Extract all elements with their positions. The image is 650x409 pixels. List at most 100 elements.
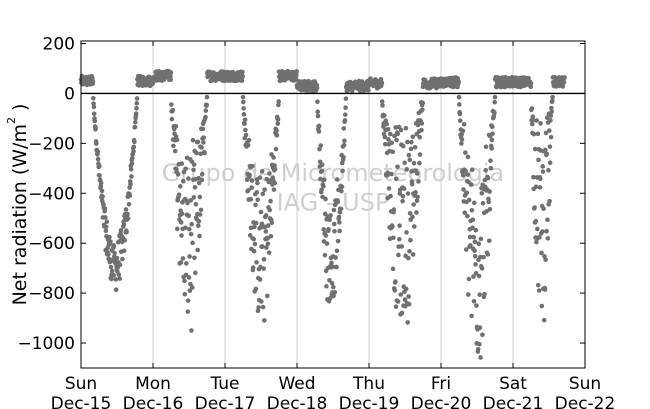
data-point (194, 150, 199, 156)
data-point (179, 233, 184, 238)
data-point (543, 130, 549, 136)
data-point (539, 303, 545, 309)
data-point (478, 355, 483, 360)
data-point (463, 247, 469, 252)
data-point (103, 228, 109, 234)
data-point (104, 219, 110, 224)
data-point (330, 264, 336, 270)
data-point (243, 127, 248, 133)
data-point (333, 255, 339, 260)
data-point (199, 177, 205, 183)
x-tick-date: Dec-16 (123, 394, 184, 409)
data-point (406, 301, 412, 307)
data-point (492, 99, 498, 105)
data-point (103, 224, 109, 230)
data-point (94, 141, 99, 146)
data-point (457, 102, 462, 107)
data-point (488, 158, 493, 164)
data-point (259, 299, 264, 304)
x-tick-date: Dec-18 (267, 394, 328, 409)
data-point (98, 180, 104, 186)
data-point (416, 179, 421, 184)
data-point (261, 266, 267, 271)
x-tick-day: Fri (431, 374, 451, 394)
data-point (204, 102, 209, 108)
data-point (379, 99, 385, 104)
data-point (274, 128, 279, 134)
data-point (399, 310, 405, 316)
y-tick-label: −1000 (17, 334, 75, 354)
data-point (460, 173, 466, 178)
data-point (268, 233, 274, 239)
data-point (170, 107, 176, 113)
data-point (342, 138, 347, 144)
data-point (471, 274, 476, 279)
data-point (202, 150, 207, 156)
data-point (185, 200, 190, 206)
data-point (122, 238, 128, 243)
data-point (388, 193, 393, 199)
x-tick-day: Mon (135, 374, 171, 394)
y-tick-label: −200 (28, 134, 75, 154)
data-point (457, 111, 463, 117)
data-point (400, 193, 406, 199)
data-point (261, 257, 267, 262)
data-point (116, 272, 122, 277)
data-point (190, 285, 195, 290)
data-point (265, 223, 271, 228)
data-point (341, 154, 346, 160)
x-tick-date: Dec-15 (51, 394, 112, 409)
data-point (410, 214, 415, 220)
data-point (189, 221, 194, 227)
data-point (483, 167, 489, 173)
data-point (125, 216, 131, 221)
data-point (390, 224, 395, 230)
data-point (477, 341, 482, 347)
data-point (534, 118, 539, 123)
data-point (537, 185, 543, 190)
data-point (461, 187, 466, 192)
data-point (97, 173, 102, 178)
data-point (534, 239, 539, 245)
data-point (93, 125, 98, 131)
data-point (546, 167, 551, 173)
data-point (342, 118, 348, 123)
data-point (392, 288, 398, 293)
data-point (394, 137, 399, 143)
data-point (267, 207, 273, 213)
data-point (340, 168, 345, 174)
data-point (316, 129, 322, 134)
data-point (528, 84, 533, 90)
data-point (123, 207, 129, 212)
data-point (243, 132, 249, 138)
data-point (535, 131, 541, 137)
data-point (476, 241, 482, 246)
data-point (129, 174, 134, 179)
data-point (484, 209, 489, 214)
data-point (178, 220, 184, 225)
data-point (324, 241, 330, 246)
data-point (456, 94, 462, 100)
data-point (109, 268, 115, 274)
data-point (273, 146, 279, 152)
data-point (130, 155, 135, 161)
data-point (400, 198, 405, 204)
watermark: Grupo de Micrometeorologia IAG - USP (162, 159, 504, 217)
data-point (128, 166, 134, 172)
data-point (240, 69, 245, 75)
data-point (195, 139, 201, 145)
data-point (265, 241, 271, 247)
data-point (92, 118, 98, 124)
data-point (250, 163, 255, 169)
data-point (90, 79, 96, 84)
data-point (337, 210, 343, 215)
data-point (128, 181, 133, 187)
data-point (329, 280, 335, 286)
data-point (469, 207, 475, 213)
data-point (486, 199, 492, 205)
data-point (397, 191, 403, 196)
data-point (169, 116, 175, 122)
data-point (260, 304, 266, 310)
data-point (246, 187, 251, 193)
data-point (111, 243, 117, 249)
